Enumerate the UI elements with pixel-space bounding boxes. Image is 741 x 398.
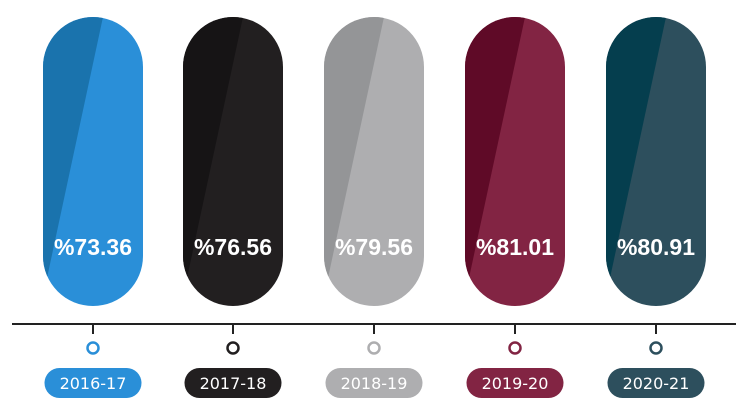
data-label-2018-19: %79.56 bbox=[335, 234, 413, 260]
bar-shade bbox=[183, 17, 243, 306]
bar-shade bbox=[465, 17, 525, 306]
ticks-layer bbox=[92, 324, 657, 334]
bar-2019-20 bbox=[465, 17, 565, 306]
category-pill bbox=[44, 368, 142, 398]
ring-marker-icon bbox=[226, 341, 240, 355]
data-label-2017-18: %76.56 bbox=[194, 234, 272, 260]
bars-layer: %73.36 %76.56 %79.56 %81.01 %80.91 bbox=[43, 17, 706, 306]
tick-label-2018-19: 2018-19 bbox=[341, 374, 408, 393]
category-pill bbox=[184, 368, 282, 398]
bar-2018-19 bbox=[324, 17, 424, 306]
bar-2017-18 bbox=[183, 17, 283, 306]
bar-shade bbox=[606, 17, 666, 306]
bar-2016-17 bbox=[43, 17, 143, 306]
bar-shade bbox=[43, 17, 103, 306]
markers-layer bbox=[86, 341, 663, 355]
category-pill bbox=[325, 368, 423, 398]
data-label-2019-20: %81.01 bbox=[476, 234, 554, 260]
data-label-2020-21: %80.91 bbox=[617, 234, 695, 260]
ring-marker-icon bbox=[367, 341, 381, 355]
ring-marker-icon bbox=[508, 341, 522, 355]
tick-label-2019-20: 2019-20 bbox=[482, 374, 549, 393]
bar-shade bbox=[324, 17, 384, 306]
category-pill bbox=[607, 368, 705, 398]
tick-label-2017-18: 2017-18 bbox=[200, 374, 267, 393]
tick-label-2020-21: 2020-21 bbox=[623, 374, 690, 393]
category-labels-layer: 2016-17 2017-18 2018-19 2019-20 2020-21 bbox=[44, 368, 705, 398]
tick-label-2016-17: 2016-17 bbox=[60, 374, 127, 393]
ring-marker-icon bbox=[649, 341, 663, 355]
category-pill bbox=[466, 368, 564, 398]
data-label-2016-17: %73.36 bbox=[54, 234, 132, 260]
bar-2020-21 bbox=[606, 17, 706, 306]
ring-marker-icon bbox=[86, 341, 100, 355]
